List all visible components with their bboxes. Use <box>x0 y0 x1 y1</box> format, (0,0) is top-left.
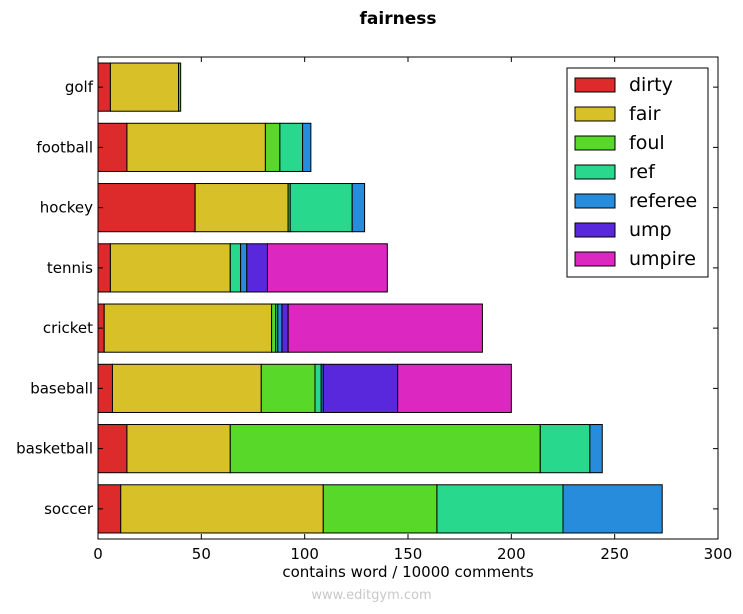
bar-cricket-referee <box>277 303 283 353</box>
x-tick-label: 50 <box>192 545 211 563</box>
bar-tennis-umpire <box>266 243 388 293</box>
x-axis-label: contains word / 10000 comments <box>282 563 533 581</box>
bar-hockey-ref <box>289 183 353 233</box>
bar-football-ref <box>279 122 304 172</box>
bar-soccer-foul <box>322 484 438 534</box>
y-tick-label: tennis <box>47 259 93 277</box>
y-tick-label: soccer <box>44 500 94 518</box>
y-tick-label: basketball <box>16 440 93 458</box>
y-tick-label: baseball <box>30 379 93 397</box>
bar-hockey-dirty <box>97 183 196 233</box>
y-tick-label: golf <box>65 78 94 96</box>
legend-swatch-umpire <box>574 251 616 267</box>
bar-baseball-fair <box>111 363 262 413</box>
ticks-layer: golf football hockey tennis cricket baseball b… <box>16 57 732 563</box>
bar-soccer-ref <box>436 484 564 534</box>
legend-swatch-referee <box>574 193 616 209</box>
bar-football-fair <box>126 122 266 172</box>
bars-layer <box>97 62 663 534</box>
y-tick-label: cricket <box>43 319 93 337</box>
bar-hockey-fair <box>194 183 289 233</box>
bar-tennis-referee <box>240 243 248 293</box>
legend: dirty fair foul ref referee ump umpire <box>566 67 709 278</box>
bar-soccer-referee <box>562 484 663 534</box>
legend-label-ump: ump <box>629 219 672 241</box>
legend-label-dirty: dirty <box>629 74 673 96</box>
bar-cricket-foul <box>271 303 277 353</box>
bar-baseball-ump <box>322 363 399 413</box>
legend-label-ref: ref <box>629 161 656 183</box>
legend-label-fair: fair <box>629 103 661 125</box>
bar-basketball-foul <box>229 424 541 474</box>
legend-swatch-ump <box>574 222 616 238</box>
bar-cricket-fair <box>103 303 273 353</box>
watermark: www.editgym.com <box>311 588 432 603</box>
chart-title: fairness <box>360 9 437 29</box>
legend-swatch-fair <box>574 106 616 122</box>
x-tick-label: 100 <box>290 545 319 563</box>
legend-swatch-ref <box>574 164 616 180</box>
x-tick-label: 0 <box>93 545 103 563</box>
legend-swatch-foul <box>574 135 616 151</box>
x-tick-label: 250 <box>600 545 629 563</box>
bar-tennis-ump <box>246 243 268 293</box>
x-tick-label: 200 <box>497 545 526 563</box>
y-tick-label: hockey <box>40 199 93 217</box>
bar-cricket-umpire <box>287 303 483 353</box>
legend-swatch-dirty <box>574 77 616 93</box>
bar-tennis-fair <box>109 243 231 293</box>
bar-cricket-ump <box>281 303 289 353</box>
bar-football-referee <box>302 122 312 172</box>
bar-golf-fair <box>109 62 180 112</box>
bar-baseball-ref <box>314 363 322 413</box>
bar-golf-foul <box>178 62 182 112</box>
bar-soccer-fair <box>120 484 324 534</box>
bar-tennis-ref <box>229 243 242 293</box>
bar-basketball-referee <box>589 424 603 474</box>
x-tick-label: 150 <box>394 545 423 563</box>
bar-baseball-foul <box>260 363 316 413</box>
bar-baseball-umpire <box>397 363 512 413</box>
legend-label-referee: referee <box>629 190 697 212</box>
legend-label-foul: foul <box>629 132 665 154</box>
legend-label-umpire: umpire <box>629 248 696 270</box>
y-tick-label: football <box>36 138 93 156</box>
bar-football-foul <box>264 122 281 172</box>
bar-basketball-ref <box>539 424 591 474</box>
bar-basketball-fair <box>126 424 231 474</box>
bar-hockey-referee <box>351 183 366 233</box>
x-tick-label: 300 <box>704 545 733 563</box>
